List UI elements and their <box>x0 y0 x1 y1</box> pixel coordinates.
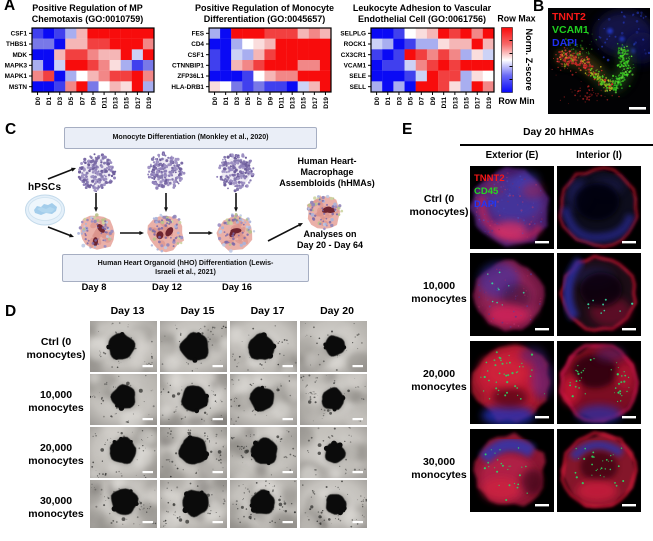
svg-text:VCAM1: VCAM1 <box>343 62 366 69</box>
svg-text:D11: D11 <box>101 96 108 108</box>
svg-text:MAPK1: MAPK1 <box>4 73 27 80</box>
svg-text:D13: D13 <box>112 96 119 108</box>
svg-text:D13: D13 <box>452 96 459 108</box>
svg-text:D15: D15 <box>301 96 308 108</box>
svg-text:Norm. Z-score: Norm. Z-score <box>524 29 534 91</box>
svg-text:Row Max: Row Max <box>497 14 535 24</box>
svg-text:D19: D19 <box>145 96 152 108</box>
svg-text:CTNNBIP1: CTNNBIP1 <box>172 62 204 69</box>
svg-text:D15: D15 <box>123 96 130 108</box>
svg-text:D17: D17 <box>474 96 481 108</box>
svg-text:D0: D0 <box>34 96 41 105</box>
svg-text:D15: D15 <box>463 96 470 108</box>
svg-text:D19: D19 <box>485 96 492 108</box>
svg-text:CX3CR1: CX3CR1 <box>340 51 366 58</box>
svg-text:D5: D5 <box>245 96 252 105</box>
svg-text:D19: D19 <box>323 96 330 108</box>
svg-text:D17: D17 <box>312 96 319 108</box>
svg-text:D3: D3 <box>234 96 241 105</box>
svg-text:D5: D5 <box>407 96 414 105</box>
svg-text:Row Min: Row Min <box>498 96 534 106</box>
svg-text:D0: D0 <box>373 96 380 105</box>
svg-text:ROCK1: ROCK1 <box>343 41 366 48</box>
svg-text:DAPI: DAPI <box>474 199 497 210</box>
svg-text:TNNT2: TNNT2 <box>474 173 505 184</box>
svg-text:D0: D0 <box>212 96 219 105</box>
svg-text:THBS1: THBS1 <box>6 41 27 48</box>
svg-text:DAPI: DAPI <box>552 37 577 49</box>
svg-text:D1: D1 <box>223 96 230 105</box>
svg-text:D17: D17 <box>134 96 141 108</box>
svg-text:MSTN: MSTN <box>8 83 26 90</box>
svg-text:D7: D7 <box>418 96 425 105</box>
svg-text:CD45: CD45 <box>474 186 499 197</box>
svg-text:D3: D3 <box>57 96 64 105</box>
svg-text:D13: D13 <box>290 96 297 108</box>
svg-text:TNNT2: TNNT2 <box>552 11 586 23</box>
svg-text:VCAM1: VCAM1 <box>552 24 589 36</box>
svg-text:D7: D7 <box>256 96 263 105</box>
svg-text:ZFP36L1: ZFP36L1 <box>177 73 204 80</box>
svg-text:D7: D7 <box>79 96 86 105</box>
svg-text:D1: D1 <box>385 96 392 105</box>
svg-text:CSF1: CSF1 <box>10 30 27 37</box>
svg-text:D5: D5 <box>68 96 75 105</box>
svg-text:D11: D11 <box>278 96 285 108</box>
svg-text:D11: D11 <box>441 96 448 108</box>
svg-text:SELE: SELE <box>349 73 366 80</box>
svg-text:D9: D9 <box>90 96 97 105</box>
svg-text:D9: D9 <box>429 96 436 105</box>
svg-text:HLA-DRB1: HLA-DRB1 <box>171 83 204 90</box>
svg-text:D3: D3 <box>396 96 403 105</box>
svg-text:MAPK3: MAPK3 <box>4 62 27 69</box>
svg-text:SELPLG: SELPLG <box>340 30 366 37</box>
svg-text:D9: D9 <box>267 96 274 105</box>
svg-text:CD4: CD4 <box>191 41 204 48</box>
svg-text:FES: FES <box>192 30 205 37</box>
svg-text:D1: D1 <box>46 96 53 105</box>
svg-text:SELL: SELL <box>349 83 365 90</box>
svg-text:MDK: MDK <box>12 51 27 58</box>
svg-text:CSF1: CSF1 <box>188 51 205 58</box>
